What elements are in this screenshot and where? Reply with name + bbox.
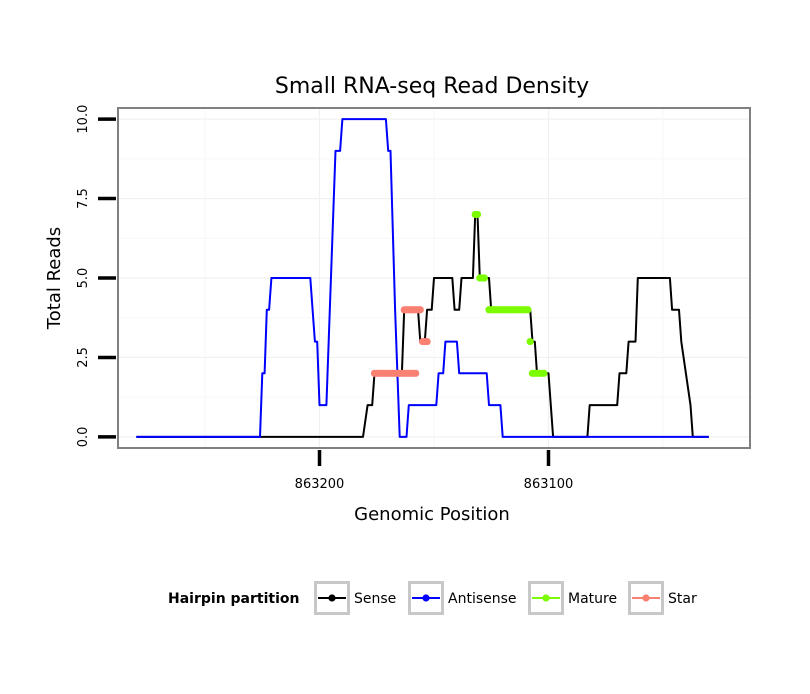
legend-label-sense: Sense [354, 591, 396, 607]
x-tick-label: 863200 [295, 477, 345, 492]
legend-title: Hairpin partition [168, 591, 299, 607]
legend-item-mature: Mature [528, 581, 617, 615]
y-axis-title: Total Reads [44, 227, 65, 330]
legend-item-star: Star [628, 581, 697, 615]
legend-key-point-star [642, 594, 650, 602]
legend-key-point-sense [328, 594, 336, 602]
y-tick-label: 10.0 [76, 105, 91, 134]
y-tick-label: 5.0 [76, 268, 91, 289]
x-axis: 863200 863100 [295, 450, 574, 492]
series-line-antisense [136, 118, 709, 438]
data-point-star [423, 337, 431, 346]
chart-title: Small RNA-seq Read Density [275, 74, 589, 99]
x-tick-label: 863100 [524, 477, 574, 492]
legend-item-sense: Sense [314, 581, 396, 615]
plot-series [136, 118, 709, 438]
plot-panel-border [117, 107, 751, 449]
y-tick-label: 7.5 [76, 188, 91, 209]
series-line-sense [136, 213, 709, 438]
data-point-mature [524, 306, 532, 314]
y-tick-label: 2.5 [76, 347, 91, 368]
data-point-mature [473, 210, 482, 219]
legend: Hairpin partition Sense Antisense Mature St… [168, 581, 697, 615]
legend-label-antisense: Antisense [448, 591, 517, 607]
legend-key-point-antisense [422, 594, 430, 602]
data-point-star [416, 306, 424, 314]
data-point-mature [540, 369, 548, 377]
x-axis-title: Genomic Position [354, 504, 510, 525]
data-point-mature [480, 274, 488, 282]
data-point-mature [526, 337, 534, 346]
y-axis: 0.0 2.5 5.0 7.5 10.0 [76, 105, 116, 448]
legend-label-star: Star [668, 591, 697, 607]
legend-key-point-mature [542, 594, 550, 602]
legend-item-antisense: Antisense [408, 581, 517, 615]
y-tick-label: 0.0 [76, 427, 91, 448]
data-point-star [412, 369, 420, 377]
legend-label-mature: Mature [568, 591, 617, 607]
